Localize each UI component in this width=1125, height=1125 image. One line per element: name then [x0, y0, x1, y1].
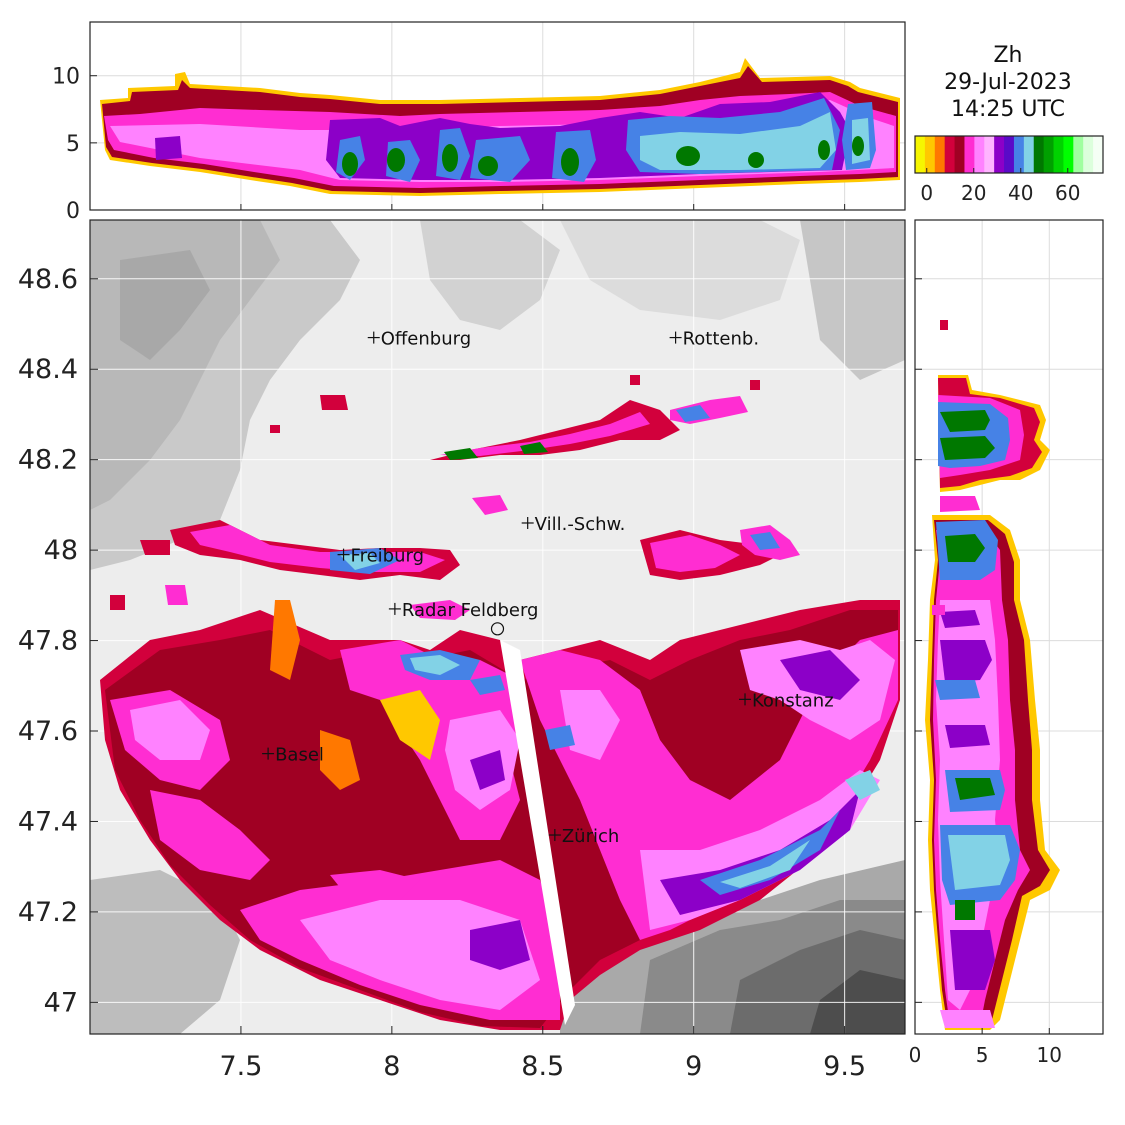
- map-y-tick-label: 48.4: [18, 354, 78, 385]
- map-y-tick-label: 47.2: [18, 897, 78, 928]
- colorbar-swatch: [1044, 136, 1054, 173]
- colorbar-swatch: [1083, 136, 1093, 173]
- colorbar-swatch: [925, 136, 935, 173]
- colorbar-swatch: [974, 136, 984, 173]
- map-x-tick-label: 8.5: [521, 1051, 564, 1082]
- colorbar-swatch: [935, 136, 945, 173]
- city-label: Konstanz: [752, 690, 834, 711]
- city-label: Zürich: [562, 826, 619, 847]
- map-x-tick-label: 7.5: [219, 1051, 262, 1082]
- map-y-tick-label: 48.2: [18, 445, 78, 476]
- map-x-tick-label: 9.5: [823, 1051, 866, 1082]
- colorbar-swatches: [915, 136, 1104, 173]
- colorbar-swatch: [1063, 136, 1073, 173]
- city-label: Offenburg: [381, 329, 471, 350]
- city-label: Rottenb.: [683, 329, 759, 350]
- top-y-tick-label: 5: [66, 132, 80, 157]
- city-label: Vill.-Schw.: [535, 514, 626, 535]
- colorbar-swatch: [1014, 136, 1024, 173]
- title-variable: Zh: [910, 42, 1106, 69]
- right-x-tick-label: 0: [909, 1043, 922, 1067]
- map-y-tick-label: 47.6: [18, 716, 78, 747]
- top-panel: 0 5 10: [52, 22, 905, 224]
- colorbar-swatch: [945, 136, 955, 173]
- title-date: 29-Jul-2023: [910, 69, 1106, 96]
- colorbar-swatch: [1054, 136, 1064, 173]
- colorbar-tick-label: 20: [961, 181, 986, 205]
- right-x-tick-label: 5: [976, 1043, 989, 1067]
- colorbar-tick-label: 60: [1055, 181, 1080, 205]
- colorbar-swatch: [955, 136, 965, 173]
- city-label: Basel: [275, 745, 324, 766]
- colorbar-swatch: [915, 136, 925, 173]
- top-y-tick-label: 0: [66, 199, 80, 224]
- colorbar-swatch: [964, 136, 974, 173]
- colorbar-swatch: [1093, 136, 1103, 173]
- right-panel: 0 5 10: [909, 220, 1103, 1067]
- top-y-tick-label: 10: [52, 65, 80, 90]
- map-y-tick-label: 48.6: [18, 264, 78, 295]
- colorbar-swatch: [1024, 136, 1034, 173]
- colorbar-tick-label: 40: [1008, 181, 1033, 205]
- colorbar-tick-label: 0: [920, 181, 933, 205]
- figure-title: Zh 29-Jul-2023 14:25 UTC: [910, 42, 1106, 123]
- map-y-tick-label: 47: [44, 987, 78, 1018]
- colorbar-swatch: [1073, 136, 1083, 173]
- colorbar-swatch: [984, 136, 994, 173]
- city-label: Freiburg: [351, 546, 424, 567]
- map-x-tick-label: 8: [383, 1051, 400, 1082]
- map-y-tick-label: 47.8: [18, 626, 78, 657]
- map-x-tick-label: 9: [685, 1051, 702, 1082]
- colorbar-swatch: [1004, 136, 1014, 173]
- colorbar-swatch: [994, 136, 1004, 173]
- right-x-tick-label: 10: [1037, 1043, 1062, 1067]
- city-label: Radar Feldberg: [402, 600, 539, 621]
- colorbar: 0 20 40 60: [915, 136, 1104, 205]
- map-panel: Offenburg Rottenb. Vill.-Schw. Freiburg Rada…: [18, 220, 905, 1082]
- map-y-tick-label: 48: [44, 535, 78, 566]
- colorbar-swatch: [1034, 136, 1044, 173]
- title-time: 14:25 UTC: [910, 96, 1106, 123]
- map-y-tick-label: 47.4: [18, 806, 78, 837]
